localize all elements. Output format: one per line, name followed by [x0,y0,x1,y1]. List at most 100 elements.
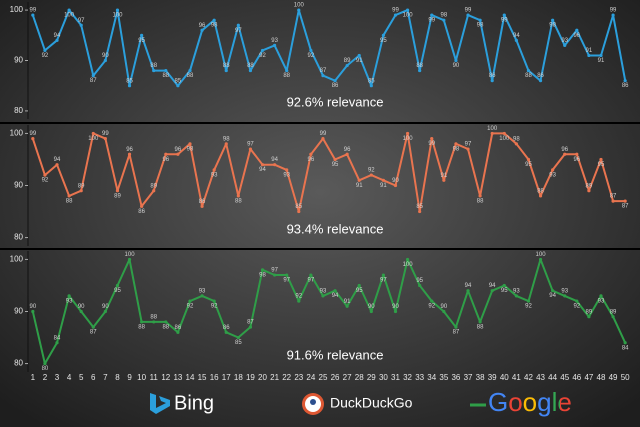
value-label: 100 [294,3,305,9]
point [309,273,313,277]
x-tick-label: 12 [161,373,170,382]
point [55,341,59,345]
x-tick-label: 38 [476,373,485,382]
value-label: 100 [88,136,99,142]
value-label: 96 [126,147,133,153]
value-label: 88 [525,73,532,79]
annotation: 93.4% relevance [287,221,384,236]
value-label: 99 [501,18,508,24]
point [502,13,506,17]
value-label: 87 [90,78,97,84]
point [188,299,192,303]
value-label: 90 [440,304,447,310]
point [285,168,289,172]
point [405,131,410,136]
value-label: 88 [477,198,484,204]
point [248,68,253,73]
point [309,48,313,53]
value-label: 98 [549,23,556,29]
value-label: 96 [175,147,182,153]
value-label: 94 [332,293,339,299]
x-tick-label: 8 [115,373,120,382]
x-tick-label: 24 [306,373,315,382]
value-label: 90 [102,304,109,310]
point [164,152,168,156]
point [67,8,71,12]
value-label: 86 [332,83,339,89]
point [538,194,543,198]
point [212,18,216,22]
x-tick-label: 47 [584,373,593,382]
point [43,48,47,53]
point [466,147,470,151]
point [393,309,398,314]
value-label: 88 [162,324,169,330]
value-label: 100 [112,13,123,19]
value-label: 93 [66,298,73,304]
annotation: 92.6% relevance [287,94,384,109]
value-label: 97 [78,18,85,24]
value-label: 91 [440,173,447,179]
value-label: 97 [308,278,315,284]
value-label: 96 [573,33,580,39]
x-tick-label: 40 [500,373,509,382]
value-label: 92 [42,178,49,184]
point [309,152,313,156]
point [478,320,482,324]
value-label: 89 [150,183,157,189]
point [381,273,385,277]
y-tick-label: 100 [10,129,24,138]
point [514,38,518,42]
point [345,63,349,68]
x-tick-label: 3 [55,373,60,382]
point [526,299,531,303]
value-label: 100 [125,252,136,258]
value-label: 96 [162,157,169,163]
value-label: 99 [102,131,109,137]
value-label: 90 [453,63,460,69]
point [297,299,301,303]
value-label: 88 [477,324,484,330]
value-label: 87 [610,194,617,200]
value-label: 99 [392,8,399,14]
point [466,289,470,293]
point [599,53,603,58]
x-tick-label: 2 [43,373,48,382]
value-label: 93 [513,288,520,294]
point [200,28,204,32]
value-label: 92 [525,304,532,310]
value-label: 95 [332,162,339,168]
point [442,18,446,22]
point [200,204,204,208]
point [345,304,349,308]
x-tick-label: 25 [319,373,328,382]
point [587,189,591,193]
legend-label: DuckDuckGo [330,395,413,411]
value-label: 97 [380,278,387,284]
value-label: 94 [271,157,278,163]
value-label: 90 [392,178,399,184]
value-label: 92 [428,304,435,310]
bing-logo [150,393,170,414]
x-tick-label: 37 [464,373,473,382]
point [575,152,579,156]
point [260,48,265,53]
value-label: 87 [320,68,327,74]
value-label: 89 [610,309,617,315]
legend-label: Bing [174,392,214,414]
value-label: 88 [416,63,423,69]
value-label: 91 [356,58,363,64]
value-label: 95 [525,162,532,168]
point [490,131,494,136]
point [381,33,385,37]
value-label: 88 [537,188,544,194]
point [611,13,615,17]
point [478,18,482,22]
point [248,325,253,329]
x-tick-label: 14 [186,373,195,382]
value-label: 92 [259,53,266,59]
value-label: 100 [403,13,414,19]
value-label: 95 [501,288,508,294]
